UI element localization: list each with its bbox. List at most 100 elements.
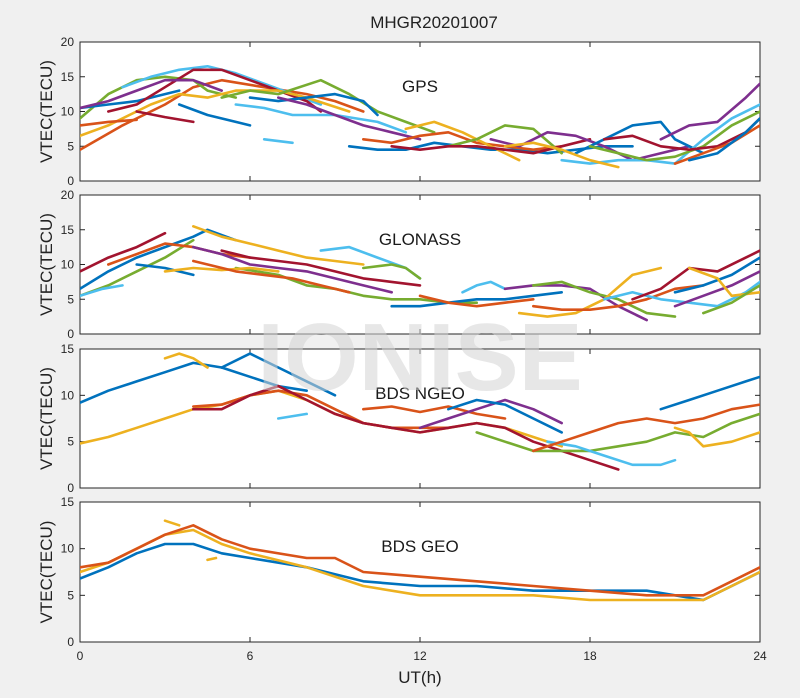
series-line-bds-ngeo-15 (673, 426, 760, 448)
series-line-gps-29 (687, 117, 760, 162)
y-tick-label: 5 (67, 588, 74, 602)
series-line-gps-9 (135, 110, 195, 124)
series-line-bds-ngeo-3 (163, 352, 209, 369)
series-line-glonass-4 (80, 284, 124, 298)
series-line-glonass-23 (631, 249, 760, 301)
series-line-gps-15 (262, 138, 294, 145)
series-line-gps-13 (248, 92, 379, 117)
series-line-bds-ngeo-9 (418, 398, 563, 430)
panel-glonass: 0 5 10 15 20 GLONASS VTEC(TECU) (37, 188, 761, 341)
series-line-gps-17 (362, 131, 563, 151)
series-line-gps-7 (80, 78, 223, 110)
series-line-bds-geo-5 (206, 556, 218, 562)
series-line-gps-24 (503, 141, 620, 169)
series-line-bds-ngeo-7 (277, 412, 308, 420)
y-tick-label: 5 (67, 139, 74, 153)
series-line-gps-2 (80, 75, 238, 120)
x-tick-label: 12 (413, 649, 427, 663)
series-line-bds-ngeo-14 (659, 375, 760, 411)
series-line-bds-geo-4 (163, 519, 181, 527)
series-line-glonass-20 (517, 266, 663, 318)
series-line-gps-28 (673, 124, 760, 165)
series-line-glonass-2 (80, 231, 167, 273)
series-group-bds-geo (80, 519, 760, 602)
panel-label-bds-ngeo: BDS NGEO (375, 384, 465, 403)
y-tick-label: 0 (67, 635, 74, 649)
series-line-glonass-9 (220, 249, 422, 287)
axes-box-bds-geo (79, 501, 761, 643)
y-tick-label: 15 (61, 223, 75, 237)
watermark: IONISE (257, 304, 582, 411)
series-line-gps-6 (80, 89, 351, 138)
series-line-gps-10 (80, 118, 138, 127)
series-line-glonass-21 (532, 284, 705, 311)
series-line-glonass-25 (673, 270, 760, 308)
y-tick-label: 5 (67, 435, 74, 449)
y-tick-label: 10 (61, 105, 75, 119)
series-line-bds-ngeo-8 (362, 405, 507, 420)
series-line-bds-ngeo-13 (532, 403, 760, 453)
series-line-bds-ngeo-4 (220, 352, 337, 397)
y-tick-label: 0 (67, 327, 74, 341)
series-line-gps-8 (177, 103, 252, 127)
axes-box-gps (79, 41, 761, 182)
series-line-bds-ngeo-10 (447, 398, 563, 434)
panel-gps: 0 5 10 15 20 GPS VTEC(TECU) (37, 35, 761, 188)
series-line-glonass-1 (80, 228, 238, 291)
series-line-bds-ngeo-1 (80, 361, 308, 404)
series-line-gps-23 (560, 103, 760, 165)
panel-label-glonass: GLONASS (379, 230, 461, 249)
series-line-gps-25 (588, 110, 760, 162)
series-line-glonass-8 (192, 245, 393, 294)
figure-title: MHGR20201007 (370, 13, 498, 32)
y-tick-label: 0 (67, 481, 74, 495)
y-tick-label: 10 (61, 258, 75, 272)
y-tick-label: 15 (61, 70, 75, 84)
series-line-glonass-22 (602, 280, 760, 308)
series-line-gps-19 (447, 124, 563, 155)
series-line-gps-11 (234, 103, 408, 134)
y-axis-label-gps: VTEC(TECU) (37, 60, 56, 163)
y-tick-label: 10 (61, 388, 75, 402)
series-line-bds-ngeo-5 (192, 389, 450, 430)
y-tick-label: 15 (61, 342, 75, 356)
x-tick-label: 0 (77, 649, 84, 663)
series-line-glonass-6 (192, 225, 365, 266)
series-line-glonass-16 (418, 294, 535, 308)
y-axis-label-bds-geo: VTEC(TECU) (37, 521, 56, 624)
panels: 0 5 10 15 20 GPS VTEC(TECU) 0 5 10 15 20 GLONASS VTEC… (37, 35, 767, 663)
panel-label-gps: GPS (402, 77, 438, 96)
series-line-bds-ngeo-11 (475, 412, 760, 453)
y-tick-label: 20 (61, 35, 75, 49)
x-tick-label: 18 (583, 649, 597, 663)
series-line-bds-geo-3 (80, 524, 760, 597)
y-tick-label: 15 (61, 495, 75, 509)
series-line-glonass-12 (192, 259, 351, 294)
y-axis-label-glonass: VTEC(TECU) (37, 213, 56, 316)
series-line-gps-22 (574, 120, 705, 155)
x-axis-label: UT(h) (398, 668, 441, 687)
axes-box-glonass (79, 194, 761, 335)
series-group-bds-ngeo (80, 352, 760, 471)
y-tick-label: 0 (67, 174, 74, 188)
series-line-glonass-17 (461, 280, 507, 294)
series-line-gps-14 (277, 96, 422, 141)
y-axis-label-bds-ngeo: VTEC(TECU) (37, 367, 56, 470)
panel-label-bds-geo: BDS GEO (381, 537, 458, 556)
series-group-glonass (80, 225, 760, 322)
series-line-gps-3 (80, 89, 181, 110)
series-line-gps-27 (659, 82, 760, 141)
x-tick-label: 6 (247, 649, 254, 663)
series-line-glonass-11 (163, 266, 280, 273)
series-line-gps-18 (404, 120, 521, 162)
series-group-gps (80, 65, 760, 169)
series-line-gps-12 (220, 78, 436, 134)
series-line-glonass-27 (702, 284, 760, 315)
panel-bds-ngeo: 0 5 10 15 BDS NGEO VTEC(TECU) (37, 342, 761, 495)
y-tick-label: 5 (67, 292, 74, 306)
series-line-glonass-15 (390, 291, 563, 308)
series-line-glonass-7 (135, 263, 195, 277)
series-line-bds-ngeo-12 (546, 440, 677, 467)
panel-bds-geo: 0 5 10 15 0 6 12 18 24 BDS GEO VTEC(TECU) (37, 495, 767, 663)
